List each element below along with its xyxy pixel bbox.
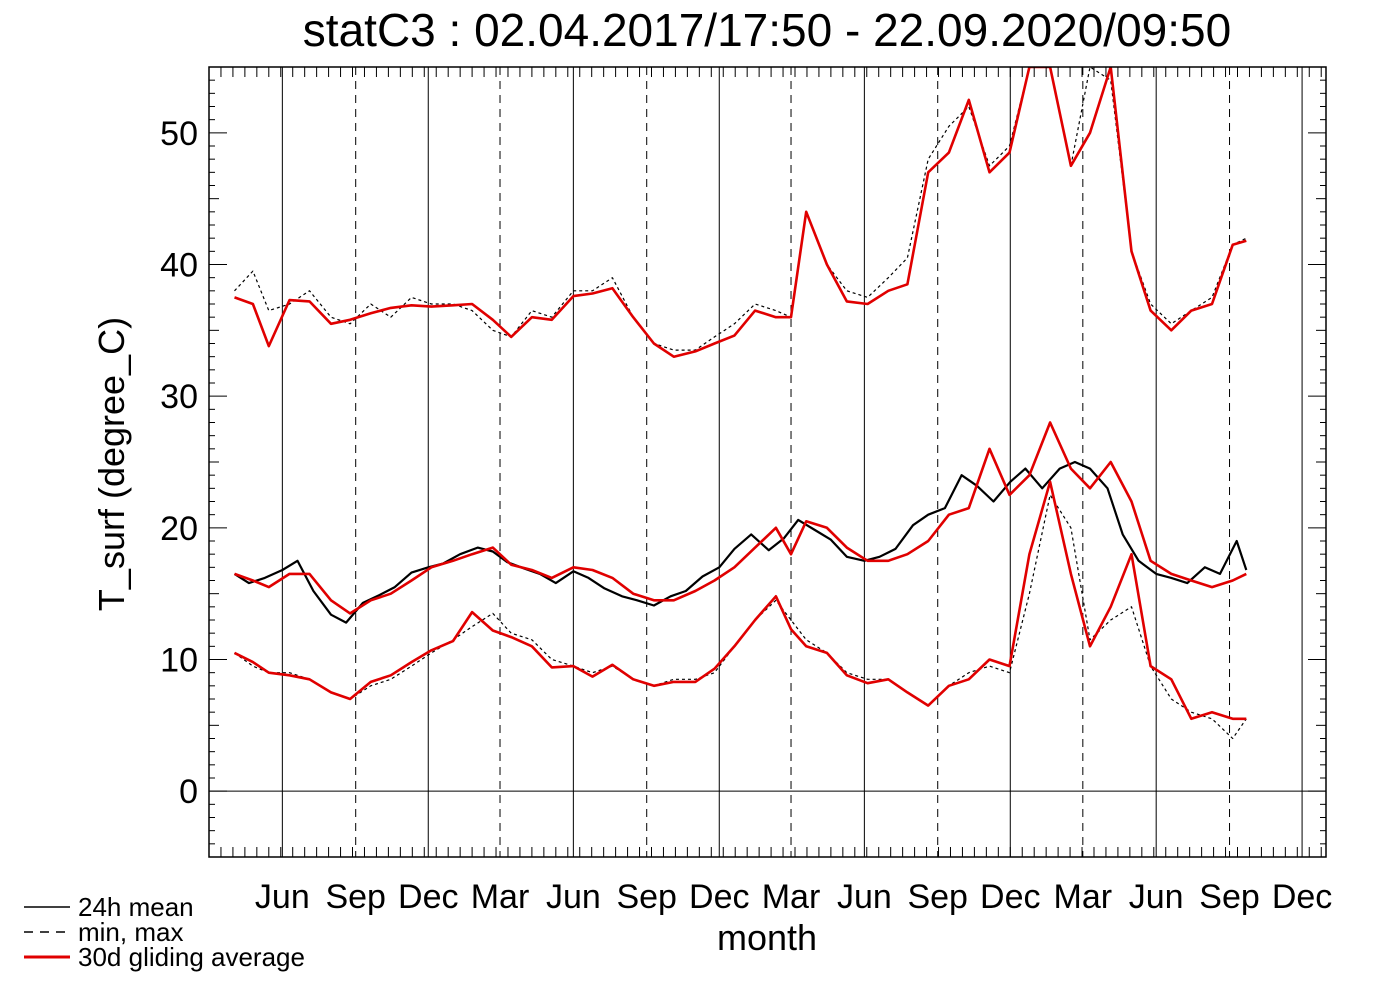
y-tick-label: 20 [160,510,198,548]
legend-label: min, max [78,917,183,947]
x-tick-label: Jun [546,878,601,916]
x-tick-label: Dec [1272,878,1332,916]
series-line [234,67,1247,359]
x-tick-label: Dec [980,878,1040,916]
series-line [234,67,1247,351]
y-axis: 0 10 20 30 40 50 [160,66,1326,858]
y-tick-label: 10 [160,642,198,680]
x-tick-label: Sep [1199,878,1260,916]
x-tick-label: Dec [689,878,749,916]
series-line [234,421,1247,615]
x-tick-label: Jun [1129,878,1184,916]
y-axis-label: T_surf (degree_C) [91,317,132,611]
x-tick-label: Mar [762,878,821,916]
x-tick-label: Jun [837,878,892,916]
x-tick-label: Jun [255,878,310,916]
series-line [233,460,1248,624]
y-tick-label: 40 [160,247,198,285]
x-tick-label: Dec [398,878,458,916]
series-line [233,480,1247,721]
x-tick-label: Sep [325,878,386,916]
x-tick-label: Mar [1054,878,1113,916]
series-line [234,494,1247,740]
legend-label: 30d gliding average [78,942,305,972]
x-axis: Jun Sep Dec Mar Jun Sep Dec Mar Jun Sep Dec Mar Jun S… [208,67,1332,916]
plot-frame [208,66,1327,858]
grid-lines [281,67,1303,857]
y-tick-label: 0 [179,773,198,811]
series-layer [233,67,1248,740]
x-axis-label: month [717,917,817,958]
x-tick-label: Mar [471,878,530,916]
y-tick-label: 50 [160,115,198,153]
y-tick-label: 30 [160,378,198,416]
legend-label: 24h mean [78,892,194,922]
chart-title: statC3 : 02.04.2017/17:50 - 22.09.2020/0… [303,4,1231,56]
x-tick-label: Sep [616,878,677,916]
x-tick-label: Sep [907,878,968,916]
